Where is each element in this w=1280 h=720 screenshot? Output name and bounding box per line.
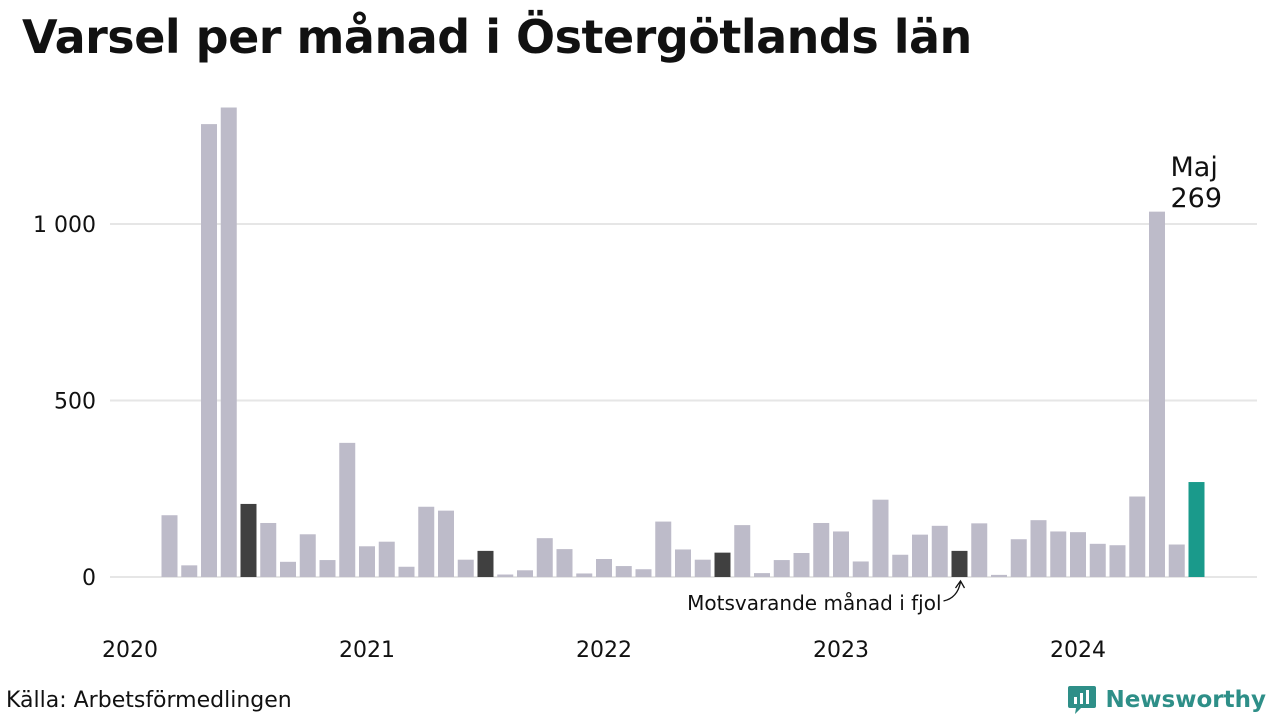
x-tick-label: 2023 [813,638,869,663]
bar [892,554,909,577]
bar [280,561,296,577]
chart-title: Varsel per månad i Östergötlands län [22,10,972,64]
bar [1030,520,1047,577]
annotations: Maj 269 Motsvarande månad i fjol [687,152,1222,615]
bar [1070,532,1086,577]
bar [1168,544,1185,577]
brand-name: Newsworthy [1105,687,1266,713]
y-tick-label: 1 000 [33,213,96,238]
bar [615,566,632,577]
x-tick-label: 2021 [339,638,395,663]
bar [438,510,454,577]
bar [418,506,435,577]
bar [319,560,336,577]
bar [536,538,553,577]
bar [517,570,533,577]
bar [339,442,356,577]
bar [1050,531,1067,577]
bar [398,566,415,577]
bar [1089,543,1106,577]
x-tick-label: 2020 [102,638,158,663]
bar [260,522,277,577]
bar [457,559,474,577]
bar-same-month-last-year [714,552,731,577]
bar [576,573,593,577]
bar [931,525,948,577]
bar [220,107,237,577]
y-tick-label: 500 [54,390,96,415]
bar [1149,211,1165,577]
bar-same-month-last-year [477,550,494,577]
bar [694,559,711,577]
bar [556,549,573,577]
bar [378,541,395,577]
bar [734,525,751,577]
grid-lines [110,223,1257,578]
bar [971,523,988,577]
x-tick-label: 2022 [576,638,632,663]
y-axis: 0 500 1 000 [33,213,96,591]
bar-chart: 0 500 1 000 2020 2021 2022 2023 2024 Maj 269 M… [33,107,1257,663]
brand[interactable]: Newsworthy [1067,683,1266,717]
annotation-arrow [943,581,962,602]
x-tick-label: 2024 [1050,638,1106,663]
bar [912,534,928,577]
current-month-label: Maj [1171,152,1218,183]
bar [596,559,612,577]
bar [181,565,198,577]
bar [655,521,672,577]
bar [833,531,849,577]
bar [1129,496,1146,577]
bar [497,574,514,577]
source-note: Källa: Arbetsförmedlingen [6,688,292,713]
annotation-arrowhead [954,579,966,589]
bar [991,574,1007,577]
bar [299,534,316,577]
bar [359,546,375,577]
bars [161,107,1205,577]
bar [754,573,770,577]
bar [201,124,217,577]
bar-same-month-last-year [951,550,968,577]
bar [793,553,810,577]
bar [872,499,889,577]
x-axis: 2020 2021 2022 2023 2024 [102,638,1106,663]
y-tick-label: 0 [82,566,96,591]
bar [852,561,869,577]
bar [675,549,691,577]
bar-same-month-last-year [240,503,257,577]
bar [161,515,178,577]
last-year-annotation: Motsvarande månad i fjol [687,591,941,615]
newsworthy-logo-icon [1068,686,1097,714]
bar [635,569,652,577]
bar [1010,539,1027,577]
bar [813,522,830,577]
bar [773,560,790,577]
bar-current-month [1188,482,1205,577]
bar [1109,545,1126,577]
current-value-label: 269 [1171,183,1223,214]
